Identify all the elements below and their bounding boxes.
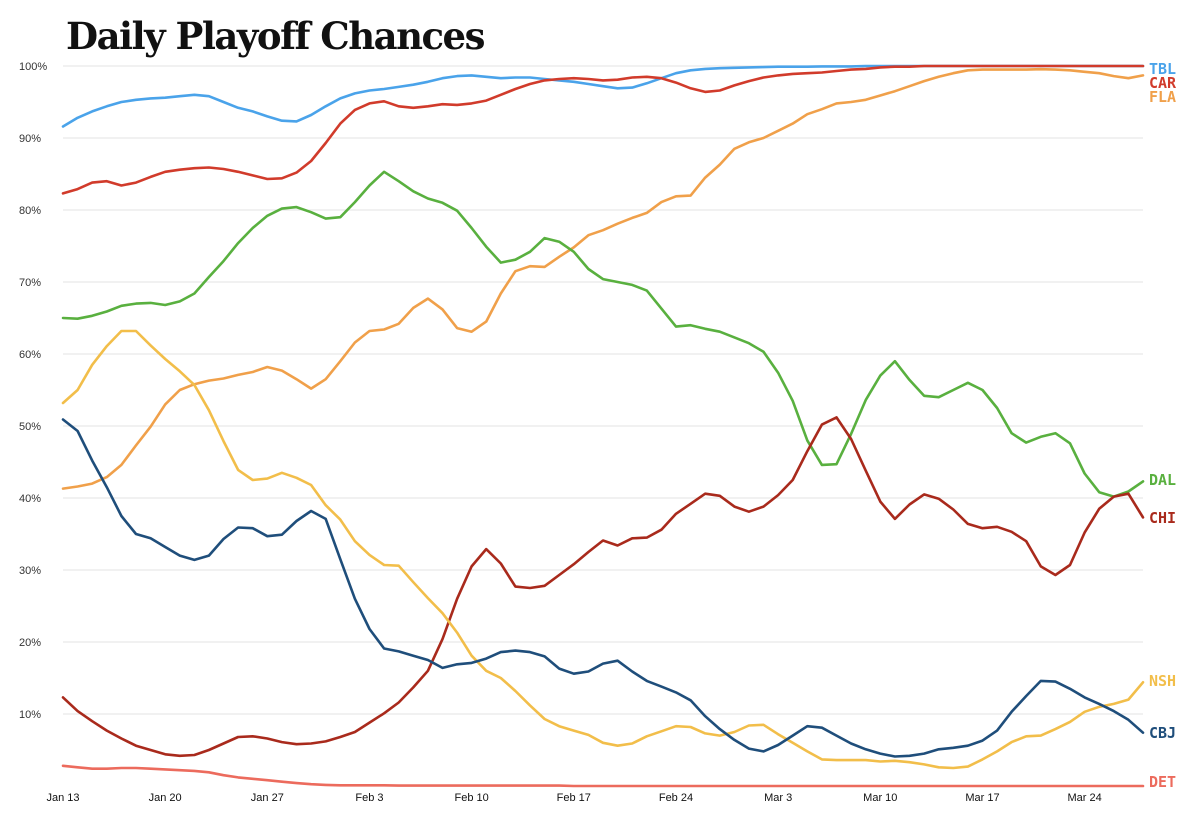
x-tick-label: Mar 10 (863, 792, 897, 804)
y-tick-label: 80% (19, 205, 41, 217)
series-label-det: DET (1149, 773, 1176, 791)
x-tick-label: Mar 17 (965, 792, 999, 804)
series-label-dal: DAL (1149, 471, 1176, 489)
series-line-nsh (61, 329, 1145, 770)
series-line-tbl (61, 64, 1145, 128)
series-line-cbj (61, 418, 1145, 758)
x-tick-label: Jan 13 (46, 792, 79, 804)
x-tick-label: Feb 3 (355, 792, 383, 804)
y-tick-label: 20% (19, 637, 41, 649)
y-tick-label: 40% (19, 493, 41, 505)
x-axis-ticks: Jan 13 Jan 20 Jan 27 Feb 3 Feb 10 Feb 17 Feb 2… (46, 792, 1101, 804)
series-label-nsh: NSH (1149, 672, 1176, 690)
series-line-det (61, 764, 1145, 788)
series-line-car (61, 64, 1145, 195)
x-tick-label: Jan 27 (251, 792, 284, 804)
x-tick-label: Feb 17 (557, 792, 591, 804)
series-label-chi: CHI (1149, 509, 1176, 527)
series-label-tbl: TBL (1149, 60, 1176, 78)
series-line-fla (61, 67, 1145, 490)
series-lines (61, 64, 1145, 788)
series-line-dal (61, 170, 1145, 498)
y-tick-label: 50% (19, 421, 41, 433)
y-tick-label: 90% (19, 133, 41, 145)
y-tick-label: 70% (19, 277, 41, 289)
series-label-car: CAR (1149, 74, 1177, 92)
y-tick-label: 60% (19, 349, 41, 361)
x-tick-label: Mar 3 (764, 792, 792, 804)
y-tick-label: 100% (19, 61, 47, 73)
y-axis-ticks: 10% 20% 30% 40% 50% 60% 70% 80% 90% 100% (19, 61, 47, 721)
series-label-fla: FLA (1149, 88, 1176, 106)
x-tick-label: Feb 24 (659, 792, 693, 804)
y-tick-label: 30% (19, 565, 41, 577)
series-label-cbj: CBJ (1149, 724, 1176, 742)
x-tick-label: Jan 20 (149, 792, 182, 804)
chart-title: Daily Playoff Chances (66, 14, 485, 58)
x-tick-label: Feb 10 (455, 792, 489, 804)
x-tick-label: Mar 24 (1067, 792, 1101, 804)
y-tick-label: 10% (19, 709, 41, 721)
series-line-chi (61, 416, 1145, 758)
